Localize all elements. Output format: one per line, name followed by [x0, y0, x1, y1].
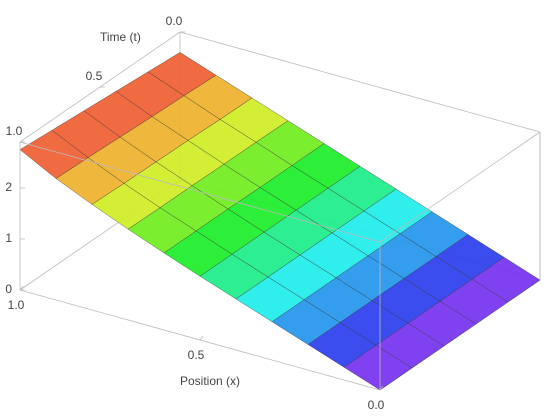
- y-tick-label: 0.5: [86, 69, 103, 83]
- box-front: 0 1 2 0.0 0.5 1.0 0.0 0.5 1.0: [5, 14, 541, 412]
- z-tick-label: 1: [5, 231, 12, 245]
- box-edge: [179, 31, 541, 133]
- y-axis-label: Time (t): [100, 30, 141, 44]
- surface: [19, 52, 541, 391]
- x-tick: [19, 285, 24, 291]
- x-tick-label: 0.5: [188, 348, 205, 362]
- box-edge: [19, 141, 381, 243]
- x-tick-label: 1.0: [8, 298, 25, 312]
- x-tick: [199, 335, 204, 341]
- box-edge: [379, 131, 541, 243]
- z-tick-label: 0: [5, 282, 12, 296]
- x-tick-label: 0.0: [368, 398, 385, 412]
- x-tick: [379, 385, 384, 391]
- z-tick-label: 2: [5, 180, 12, 194]
- y-tick-label: 1.0: [6, 124, 23, 138]
- y-tick-label: 0.0: [166, 14, 183, 28]
- x-axis-label: Position (x): [180, 374, 240, 388]
